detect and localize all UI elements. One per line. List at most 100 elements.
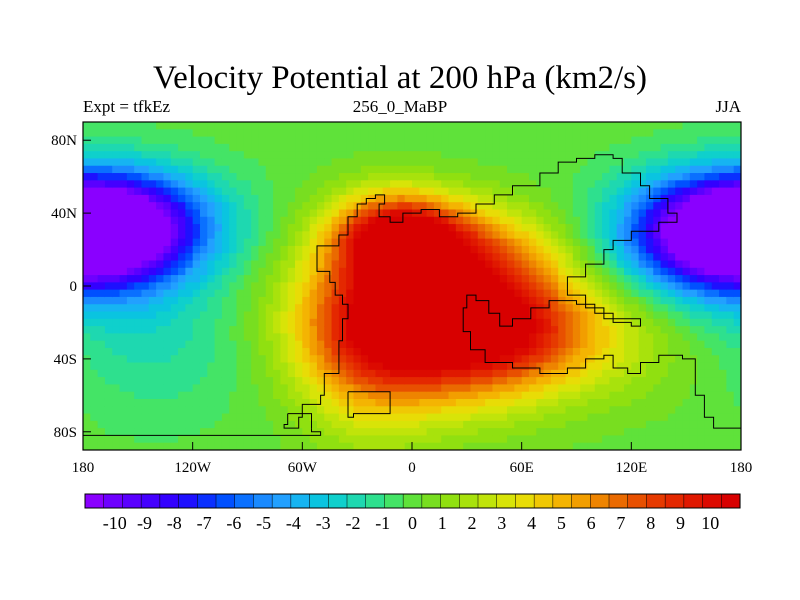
field-cell bbox=[448, 165, 457, 174]
field-cell bbox=[375, 355, 384, 364]
field-cell bbox=[441, 318, 450, 327]
field-cell bbox=[441, 245, 450, 254]
field-cell bbox=[251, 362, 260, 371]
field-cell bbox=[229, 347, 238, 356]
field-cell bbox=[587, 224, 596, 232]
field-cell bbox=[477, 253, 486, 262]
field-cell bbox=[536, 129, 545, 138]
field-cell bbox=[309, 296, 318, 305]
field-cell bbox=[419, 289, 428, 298]
field-cell bbox=[156, 296, 165, 305]
field-cell bbox=[719, 158, 727, 167]
field-cell bbox=[565, 231, 574, 240]
field-cell bbox=[309, 289, 318, 298]
field-cell bbox=[309, 347, 318, 356]
field-cell bbox=[316, 275, 325, 283]
field-cell bbox=[295, 245, 303, 254]
field-cell bbox=[697, 151, 706, 160]
field-cell bbox=[704, 238, 713, 247]
field-cell bbox=[609, 420, 618, 429]
field-cell bbox=[302, 435, 311, 444]
field-cell bbox=[433, 355, 442, 364]
field-cell bbox=[309, 260, 318, 269]
field-cell bbox=[229, 413, 238, 422]
field-cell bbox=[426, 158, 435, 167]
field-cell bbox=[507, 326, 515, 334]
field-cell bbox=[265, 151, 274, 160]
field-cell bbox=[638, 326, 647, 334]
field-cell bbox=[514, 333, 523, 342]
field-cell bbox=[382, 238, 391, 247]
field-cell bbox=[265, 442, 274, 450]
field-cell bbox=[543, 143, 552, 152]
field-cell bbox=[470, 318, 479, 327]
field-cell bbox=[243, 224, 252, 232]
field-cell bbox=[660, 296, 669, 305]
field-cell bbox=[368, 326, 377, 334]
field-cell bbox=[543, 187, 552, 196]
field-cell bbox=[346, 275, 355, 283]
field-cell bbox=[338, 304, 347, 313]
field-cell bbox=[192, 165, 201, 174]
field-cell bbox=[97, 413, 106, 422]
field-cell bbox=[426, 304, 435, 313]
field-cell bbox=[375, 151, 384, 160]
field-cell bbox=[616, 333, 625, 342]
field-cell bbox=[185, 362, 194, 371]
field-cell bbox=[492, 187, 501, 196]
field-cell bbox=[470, 275, 479, 283]
field-cell bbox=[426, 296, 435, 305]
field-cell bbox=[309, 158, 318, 167]
field-cell bbox=[287, 347, 296, 356]
field-cell bbox=[558, 238, 567, 247]
field-cell bbox=[258, 267, 267, 276]
field-cell bbox=[178, 260, 186, 269]
field-cell bbox=[97, 253, 106, 262]
field-cell bbox=[104, 362, 113, 371]
field-cell bbox=[624, 406, 632, 415]
field-cell bbox=[528, 420, 537, 429]
field-cell bbox=[565, 413, 574, 422]
field-cell bbox=[514, 435, 523, 444]
field-cell bbox=[331, 143, 340, 152]
field-cell bbox=[316, 180, 325, 189]
field-cell bbox=[295, 129, 303, 138]
field-cell bbox=[280, 442, 289, 450]
field-cell bbox=[170, 406, 179, 415]
field-cell bbox=[594, 398, 603, 407]
field-cell bbox=[448, 136, 457, 145]
field-cell bbox=[719, 122, 727, 130]
field-cell bbox=[543, 318, 552, 327]
coastline bbox=[283, 413, 303, 429]
field-cell bbox=[609, 406, 618, 415]
field-cell bbox=[565, 165, 574, 174]
field-cell bbox=[645, 369, 654, 378]
field-cell bbox=[463, 136, 472, 145]
field-cell bbox=[602, 209, 610, 218]
field-cell bbox=[331, 362, 340, 371]
field-cell bbox=[331, 311, 340, 320]
field-cell bbox=[404, 158, 413, 167]
field-cell bbox=[83, 187, 91, 196]
field-cell bbox=[602, 384, 610, 393]
field-cell bbox=[126, 362, 135, 371]
field-cell bbox=[733, 202, 741, 211]
field-cell bbox=[126, 224, 135, 232]
field-cell bbox=[156, 398, 165, 407]
colorbar-swatch bbox=[608, 493, 629, 509]
field-cell bbox=[236, 282, 245, 291]
field-cell bbox=[287, 158, 296, 167]
field-cell bbox=[543, 245, 552, 254]
field-cell bbox=[331, 428, 340, 437]
field-cell bbox=[419, 267, 428, 276]
field-cell bbox=[733, 231, 741, 240]
field-cell bbox=[382, 194, 391, 203]
field-cell bbox=[229, 369, 238, 378]
field-cell bbox=[733, 369, 741, 378]
field-cell bbox=[499, 173, 508, 181]
field-cell bbox=[682, 202, 691, 211]
field-cell bbox=[134, 267, 143, 276]
field-cell bbox=[550, 245, 559, 254]
field-cell bbox=[112, 275, 121, 283]
field-cell bbox=[397, 260, 406, 269]
